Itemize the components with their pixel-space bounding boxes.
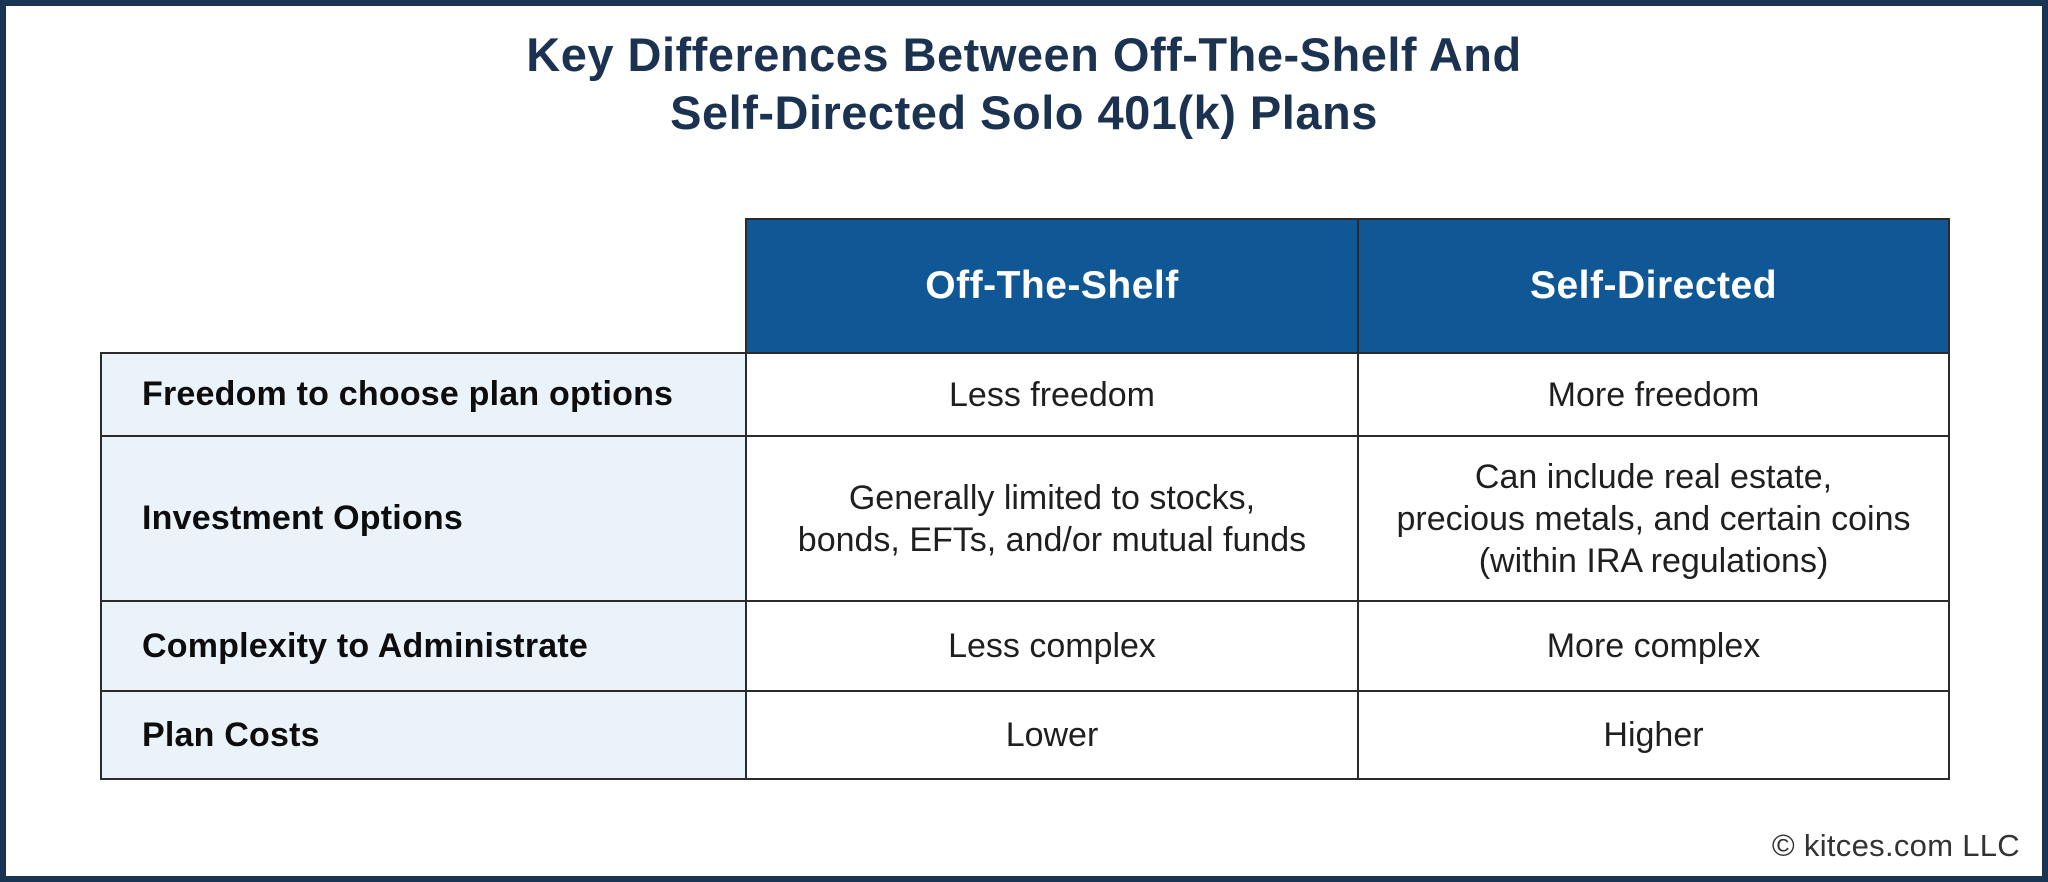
table-row-plan-costs: Plan Costs Lower Higher bbox=[100, 690, 1950, 780]
corner-cell bbox=[101, 219, 746, 353]
row-label-plan-costs: Plan Costs bbox=[100, 690, 747, 780]
page-title-line-2: Self-Directed Solo 401(k) Plans bbox=[670, 86, 1378, 139]
row-label-freedom: Freedom to choose plan options bbox=[100, 352, 747, 437]
cell-costs-off-the-shelf: Lower bbox=[745, 690, 1359, 780]
table-row-freedom: Freedom to choose plan options Less free… bbox=[100, 352, 1950, 437]
cell-complexity-off-the-shelf: Less complex bbox=[745, 600, 1359, 692]
table-row-complexity: Complexity to Administrate Less complex … bbox=[100, 600, 1950, 692]
table-row-investment-options: Investment Options Generally limited to … bbox=[100, 435, 1950, 602]
column-header-self-directed: Self-Directed bbox=[1357, 218, 1950, 354]
row-label-complexity: Complexity to Administrate bbox=[100, 600, 747, 692]
cell-freedom-self-directed: More freedom bbox=[1357, 352, 1950, 437]
header-row: Off-The-Shelf Self-Directed bbox=[101, 218, 1950, 354]
copyright-notice: © kitces.com LLC bbox=[1771, 828, 2020, 863]
cell-freedom-off-the-shelf: Less freedom bbox=[745, 352, 1359, 437]
cell-complexity-self-directed: More complex bbox=[1357, 600, 1950, 692]
row-label-investment-options: Investment Options bbox=[100, 435, 747, 602]
comparison-table: Off-The-Shelf Self-Directed Freedom to c… bbox=[100, 218, 1950, 780]
page-title-line-1: Key Differences Between Off-The-Shelf An… bbox=[526, 28, 1522, 81]
cell-investment-off-the-shelf: Generally limited to stocks, bonds, EFTs… bbox=[745, 435, 1359, 602]
cell-investment-self-directed: Can include real estate, precious metals… bbox=[1357, 435, 1950, 602]
cell-costs-self-directed: Higher bbox=[1357, 690, 1950, 780]
page-title: Key Differences Between Off-The-Shelf An… bbox=[0, 26, 2048, 142]
column-header-off-the-shelf: Off-The-Shelf bbox=[745, 218, 1359, 354]
